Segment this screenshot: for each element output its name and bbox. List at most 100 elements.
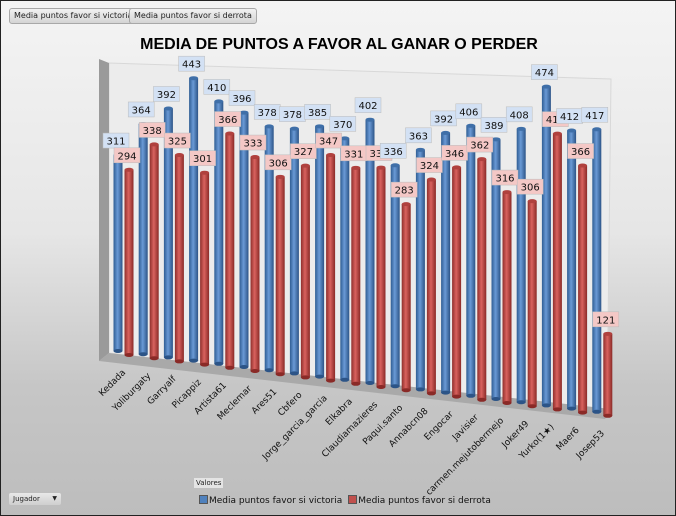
bar-derrota-9 (351, 165, 361, 386)
svg-text:392: 392 (434, 114, 453, 125)
data-label-derrota-6: 306 (264, 154, 292, 171)
svg-text:316: 316 (495, 174, 514, 185)
data-label-victoria-19: 417 (581, 107, 609, 123)
bar-derrota-6 (275, 174, 285, 377)
x-tick-label: Maer6 (555, 425, 582, 452)
bar-derrota-5 (250, 155, 260, 373)
side-wall (99, 59, 109, 361)
data-label-victoria-15: 389 (480, 117, 508, 133)
svg-text:378: 378 (283, 110, 302, 121)
chart-title: MEDIA DE PUNTOS A FAVOR AL GANAR O PERDE… (140, 36, 538, 53)
jugador-field-dropdown[interactable]: Jugador ▼ (9, 493, 61, 505)
data-label-victoria-14: 406 (455, 103, 483, 120)
bar-derrota-10 (376, 165, 386, 389)
data-label-victoria-9: 370 (329, 116, 357, 132)
jugador-label: Jugador (13, 495, 40, 503)
svg-text:283: 283 (395, 186, 414, 197)
x-tick-label: Ares51 (250, 387, 279, 416)
svg-text:121: 121 (596, 315, 615, 326)
bar-victoria-5 (239, 110, 249, 369)
dropdown-arrow-icon: ▼ (52, 495, 57, 502)
data-label-victoria-12: 363 (405, 127, 432, 144)
bar-victoria-12 (415, 147, 425, 392)
bar-derrota-15 (502, 190, 512, 405)
data-label-derrota-12: 324 (416, 157, 443, 173)
bar-derrota-0 (124, 167, 134, 357)
svg-text:331: 331 (344, 149, 363, 160)
bar-derrota-13 (452, 165, 462, 399)
bar-victoria-17 (541, 84, 551, 408)
bar-victoria-6 (264, 124, 274, 373)
data-label-derrota-16: 306 (516, 178, 544, 195)
svg-text:408: 408 (510, 110, 529, 121)
svg-text:364: 364 (132, 105, 151, 116)
values-field-button[interactable]: Valores (194, 478, 224, 488)
svg-text:410: 410 (207, 83, 226, 94)
svg-text:362: 362 (470, 141, 489, 152)
svg-text:417: 417 (585, 111, 604, 122)
bar-victoria-15 (491, 137, 501, 401)
svg-text:389: 389 (484, 121, 503, 132)
svg-text:366: 366 (218, 115, 237, 126)
data-label-victoria-13: 392 (430, 110, 457, 127)
svg-text:406: 406 (459, 107, 478, 118)
svg-text:338: 338 (143, 126, 162, 137)
data-label-derrota-1: 338 (138, 122, 166, 138)
svg-text:402: 402 (358, 101, 377, 112)
bar-victoria-10 (365, 117, 375, 385)
svg-text:306: 306 (269, 158, 288, 169)
data-label-derrota-5: 333 (239, 134, 267, 151)
bar-derrota-3 (200, 170, 210, 367)
svg-text:347: 347 (319, 137, 338, 148)
field-button-derrota[interactable]: Media puntos favor si derrota (129, 8, 257, 24)
svg-text:410: 410 (546, 115, 565, 126)
floor (99, 353, 611, 419)
svg-text:324: 324 (420, 161, 439, 172)
bar-derrota-16 (527, 199, 537, 409)
data-label-victoria-5: 396 (228, 90, 256, 106)
svg-text:378: 378 (258, 108, 277, 119)
svg-text:306: 306 (521, 183, 540, 194)
bar-derrota-4 (225, 131, 235, 370)
data-label-victoria-0: 311 (102, 132, 130, 149)
bar-derrota-14 (477, 157, 487, 402)
data-label-victoria-4: 410 (203, 79, 231, 95)
data-label-victoria-1: 364 (127, 101, 155, 118)
legend-swatch-victoria (199, 495, 208, 504)
bar-victoria-11 (390, 163, 400, 389)
bar-victoria-19 (592, 127, 602, 414)
svg-text:366: 366 (571, 147, 590, 158)
data-label-derrota-3: 301 (189, 150, 216, 166)
svg-text:327: 327 (294, 147, 313, 158)
bar-derrota-19 (603, 331, 613, 418)
svg-text:396: 396 (232, 94, 251, 105)
bar-victoria-3 (189, 76, 199, 363)
bar-victoria-2 (163, 106, 173, 360)
data-label-victoria-18: 412 (556, 108, 583, 124)
bar-victoria-16 (516, 126, 526, 405)
bar-victoria-14 (466, 123, 476, 398)
legend-label-derrota: Media puntos favor si derrota (358, 496, 491, 506)
svg-text:311: 311 (106, 137, 125, 148)
svg-text:370: 370 (333, 120, 352, 131)
data-label-derrota-9: 331 (340, 145, 368, 162)
bar-victoria-7 (289, 126, 299, 376)
data-label-derrota-11: 283 (390, 181, 418, 198)
bar-derrota-7 (300, 163, 310, 380)
bar-derrota-11 (401, 202, 411, 393)
svg-text:301: 301 (193, 154, 212, 165)
svg-text:363: 363 (409, 131, 428, 142)
legend-item-derrota: Media puntos favor si derrota (348, 495, 491, 506)
svg-text:325: 325 (168, 137, 187, 148)
bar-derrota-12 (426, 177, 436, 396)
bar-victoria-18 (567, 128, 577, 411)
legend-label-victoria: Media puntos favor si victoria (209, 496, 343, 506)
data-label-victoria-6: 378 (253, 104, 281, 120)
bar-derrota-17 (552, 131, 562, 412)
data-label-derrota-19: 121 (592, 311, 620, 328)
data-label-derrota-8: 347 (315, 132, 342, 149)
data-label-derrota-2: 325 (164, 132, 191, 149)
svg-text:474: 474 (535, 68, 554, 79)
data-label-victoria-17: 474 (531, 64, 558, 80)
